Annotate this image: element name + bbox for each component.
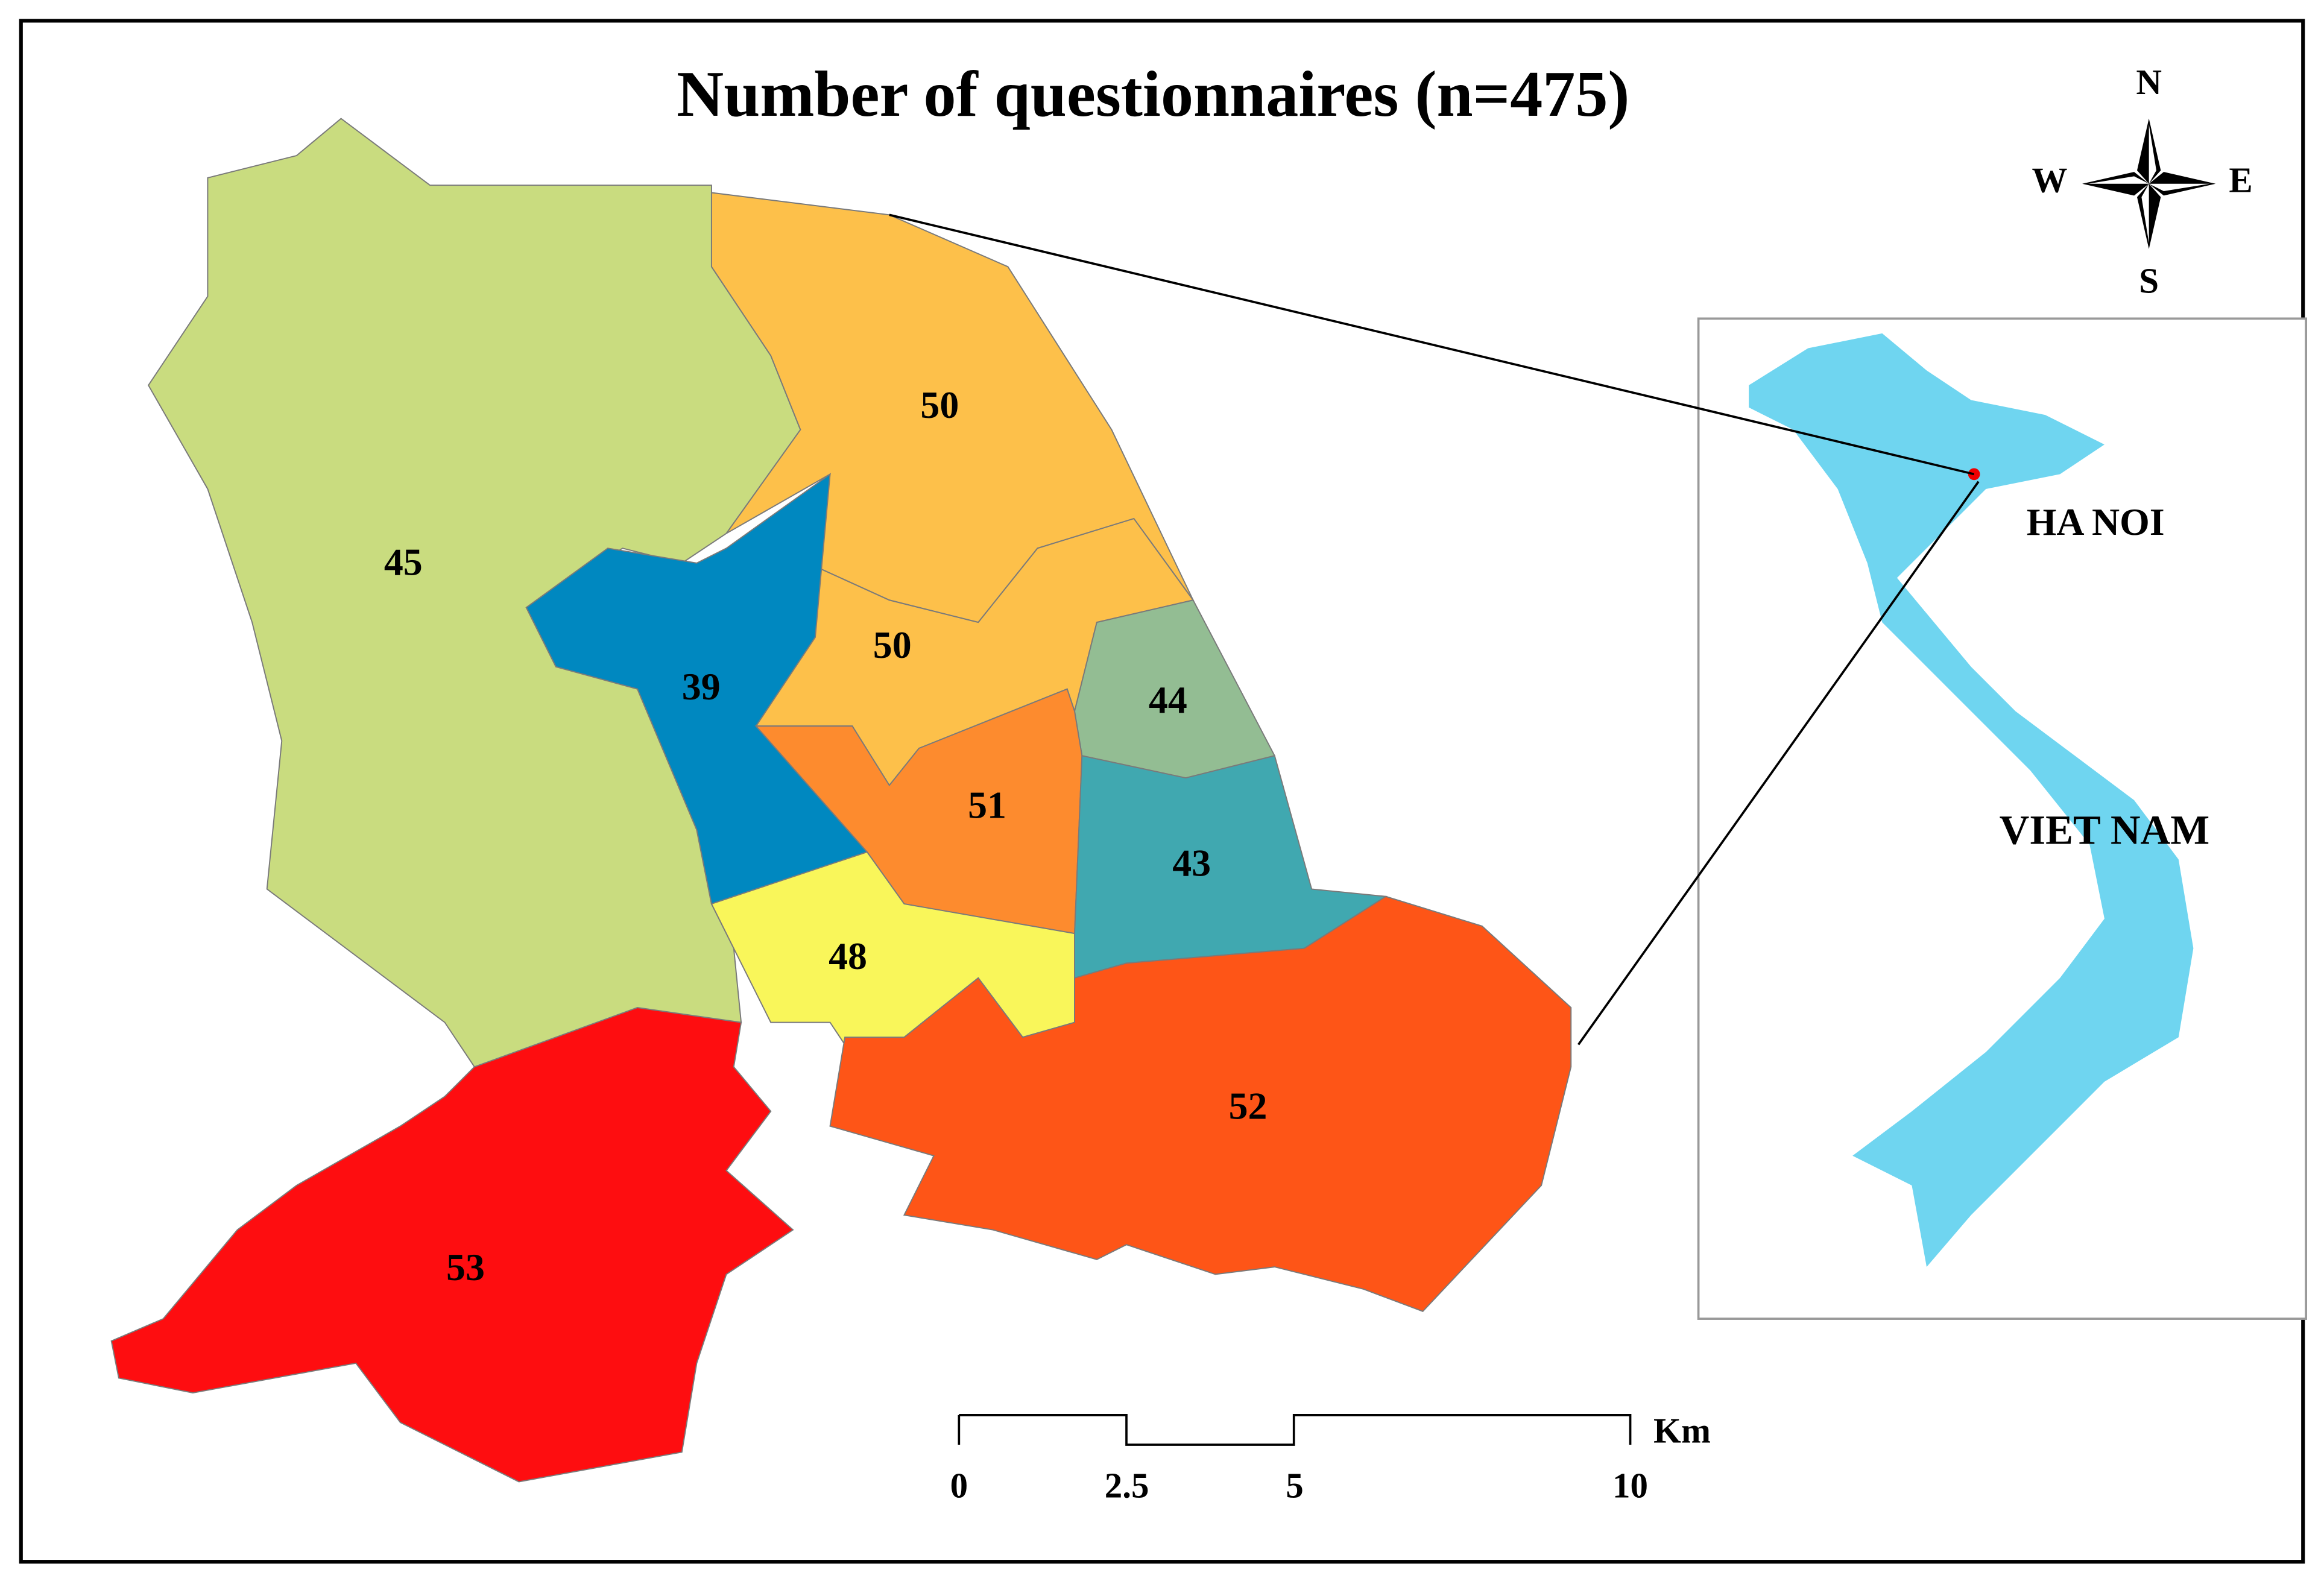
region-label: 43 — [1172, 841, 1211, 884]
scale-bar — [958, 1414, 1632, 1446]
map-title: Number of questionnaires (n=475) — [677, 58, 1629, 130]
region-area — [829, 895, 1572, 1312]
scale-tick-label: 10 — [1612, 1465, 1648, 1505]
compass-label: W — [2032, 160, 2068, 200]
region-label: 44 — [1149, 678, 1187, 721]
region-label: 52 — [1229, 1084, 1268, 1127]
scale-ticks: 0 2.5 5 10 — [950, 1465, 1648, 1505]
compass-label: S — [2139, 260, 2159, 300]
region-label: 45 — [384, 540, 423, 583]
compass — [2082, 118, 2216, 249]
leader-line — [889, 213, 1975, 476]
scale-tick-label: 0 — [950, 1465, 968, 1505]
scale-tick-label: 5 — [1286, 1465, 1303, 1505]
region-label: 50 — [920, 383, 959, 426]
inset-country-label: VIET NAM — [2000, 807, 2210, 853]
region-area — [110, 1007, 794, 1483]
region-area — [525, 473, 868, 905]
inset-city-label: HA NOI — [2027, 500, 2165, 543]
compass-label: N — [2136, 62, 2162, 102]
region-label: 51 — [968, 783, 1006, 826]
region-label: 48 — [829, 935, 867, 977]
country-shape — [1749, 333, 2194, 1267]
scale-unit: Km — [1653, 1410, 1711, 1450]
compass-label: E — [2229, 160, 2252, 200]
region-label: 53 — [446, 1246, 485, 1289]
scale-tick-label: 2.5 — [1105, 1465, 1149, 1505]
region-label: 39 — [682, 665, 721, 708]
region-label: 50 — [873, 623, 912, 666]
leader-line — [1577, 481, 1980, 1046]
